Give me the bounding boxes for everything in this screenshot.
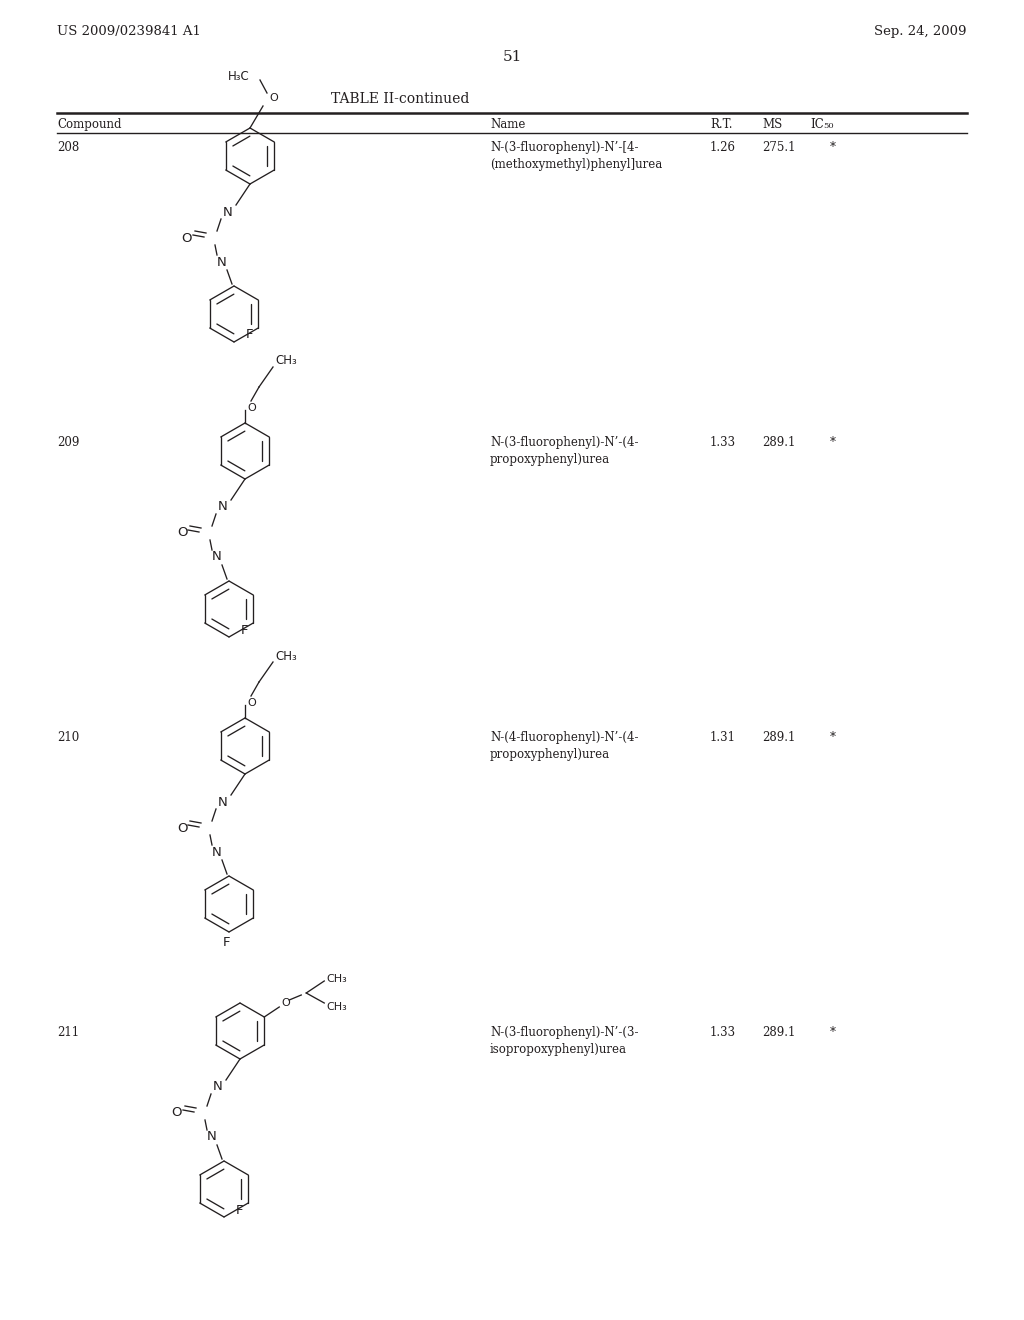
Text: MS: MS bbox=[762, 117, 782, 131]
Text: 209: 209 bbox=[57, 436, 80, 449]
Text: 289.1: 289.1 bbox=[762, 436, 796, 449]
Text: 210: 210 bbox=[57, 731, 79, 744]
Text: Compound: Compound bbox=[57, 117, 122, 131]
Text: 208: 208 bbox=[57, 141, 79, 154]
Text: 289.1: 289.1 bbox=[762, 731, 796, 744]
Text: TABLE II-continued: TABLE II-continued bbox=[331, 92, 469, 106]
Text: N-(3-fluorophenyl)-N’-[4-
(methoxymethyl)phenyl]urea: N-(3-fluorophenyl)-N’-[4- (methoxymethyl… bbox=[490, 141, 663, 172]
Text: O: O bbox=[269, 92, 278, 103]
Text: *: * bbox=[830, 731, 836, 744]
Text: H₃C: H₃C bbox=[228, 70, 250, 82]
Text: 50: 50 bbox=[823, 121, 834, 129]
Text: N: N bbox=[223, 206, 232, 219]
Text: N: N bbox=[218, 500, 228, 513]
Text: 1.33: 1.33 bbox=[710, 436, 736, 449]
Text: O: O bbox=[247, 698, 256, 708]
Text: CH₃: CH₃ bbox=[275, 355, 297, 367]
Text: *: * bbox=[830, 141, 836, 154]
Text: F: F bbox=[223, 936, 230, 949]
Text: Sep. 24, 2009: Sep. 24, 2009 bbox=[874, 25, 967, 38]
Text: 1.33: 1.33 bbox=[710, 1026, 736, 1039]
Text: N-(4-fluorophenyl)-N’-(4-
propoxyphenyl)urea: N-(4-fluorophenyl)-N’-(4- propoxyphenyl)… bbox=[490, 731, 639, 762]
Text: N: N bbox=[218, 796, 228, 808]
Text: CH₃: CH₃ bbox=[275, 649, 297, 663]
Text: CH₃: CH₃ bbox=[327, 974, 347, 983]
Text: O: O bbox=[177, 821, 187, 834]
Text: N: N bbox=[213, 1081, 223, 1093]
Text: *: * bbox=[830, 436, 836, 449]
Text: IC: IC bbox=[810, 117, 823, 131]
Text: CH₃: CH₃ bbox=[327, 1002, 347, 1012]
Text: 1.26: 1.26 bbox=[710, 141, 736, 154]
Text: N-(3-fluorophenyl)-N’-(4-
propoxyphenyl)urea: N-(3-fluorophenyl)-N’-(4- propoxyphenyl)… bbox=[490, 436, 639, 466]
Text: O: O bbox=[282, 998, 290, 1008]
Text: 289.1: 289.1 bbox=[762, 1026, 796, 1039]
Text: 211: 211 bbox=[57, 1026, 79, 1039]
Text: F: F bbox=[246, 329, 253, 342]
Text: O: O bbox=[172, 1106, 182, 1119]
Text: O: O bbox=[181, 231, 193, 244]
Text: 1.31: 1.31 bbox=[710, 731, 736, 744]
Text: F: F bbox=[236, 1204, 243, 1217]
Text: R.T.: R.T. bbox=[710, 117, 732, 131]
Text: F: F bbox=[241, 623, 248, 636]
Text: 275.1: 275.1 bbox=[762, 141, 796, 154]
Text: US 2009/0239841 A1: US 2009/0239841 A1 bbox=[57, 25, 201, 38]
Text: Name: Name bbox=[490, 117, 525, 131]
Text: N: N bbox=[207, 1130, 217, 1143]
Text: O: O bbox=[177, 527, 187, 540]
Text: O: O bbox=[247, 403, 256, 413]
Text: 51: 51 bbox=[503, 50, 521, 63]
Text: N: N bbox=[217, 256, 227, 268]
Text: *: * bbox=[830, 1026, 836, 1039]
Text: N-(3-fluorophenyl)-N’-(3-
isopropoxyphenyl)urea: N-(3-fluorophenyl)-N’-(3- isopropoxyphen… bbox=[490, 1026, 639, 1056]
Text: N: N bbox=[212, 550, 222, 564]
Text: N: N bbox=[212, 846, 222, 858]
